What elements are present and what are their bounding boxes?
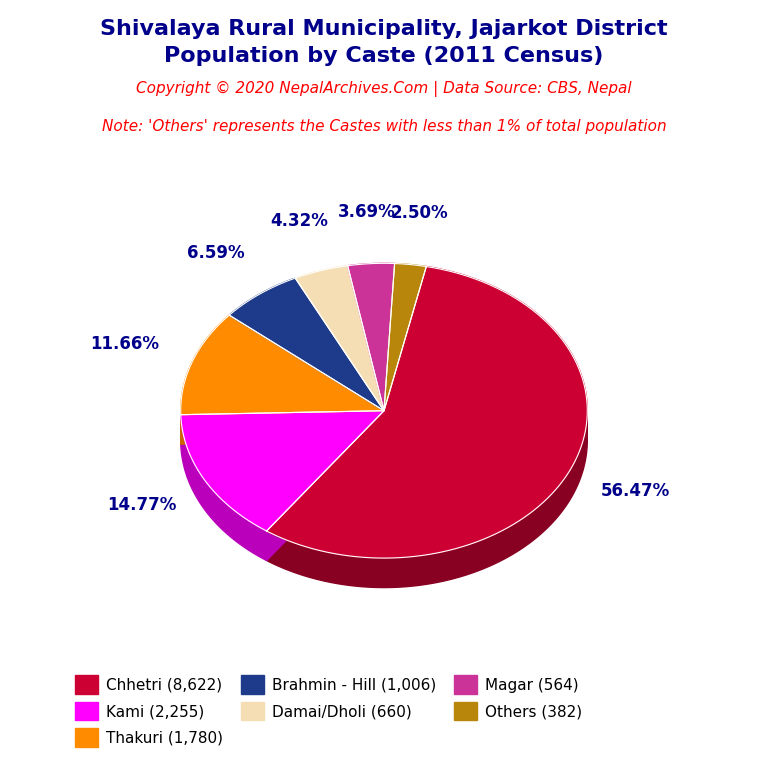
Polygon shape xyxy=(266,412,588,588)
Polygon shape xyxy=(296,266,384,411)
Text: 2.50%: 2.50% xyxy=(391,204,449,222)
Text: 4.32%: 4.32% xyxy=(270,212,328,230)
Legend: Chhetri (8,622), Kami (2,255), Thakuri (1,780), Brahmin - Hill (1,006), Damai/Dh: Chhetri (8,622), Kami (2,255), Thakuri (… xyxy=(69,669,588,753)
Text: Note: 'Others' represents the Castes with less than 1% of total population: Note: 'Others' represents the Castes wit… xyxy=(101,119,667,134)
Polygon shape xyxy=(229,278,384,411)
Text: 56.47%: 56.47% xyxy=(601,482,670,500)
Polygon shape xyxy=(180,415,266,561)
Polygon shape xyxy=(266,266,588,558)
Polygon shape xyxy=(266,411,384,561)
Polygon shape xyxy=(180,411,384,444)
Text: 6.59%: 6.59% xyxy=(187,244,245,262)
Text: 3.69%: 3.69% xyxy=(338,203,396,220)
Text: 14.77%: 14.77% xyxy=(108,496,177,514)
Text: 11.66%: 11.66% xyxy=(91,336,160,353)
Polygon shape xyxy=(384,263,426,411)
Polygon shape xyxy=(348,263,395,411)
Polygon shape xyxy=(384,411,588,442)
Polygon shape xyxy=(180,411,384,531)
Polygon shape xyxy=(180,411,384,440)
Polygon shape xyxy=(180,315,384,415)
Text: Copyright © 2020 NepalArchives.Com | Data Source: CBS, Nepal: Copyright © 2020 NepalArchives.Com | Dat… xyxy=(136,81,632,97)
Polygon shape xyxy=(266,411,384,561)
Text: Shivalaya Rural Municipality, Jajarkot District
Population by Caste (2011 Census: Shivalaya Rural Municipality, Jajarkot D… xyxy=(100,19,668,65)
Polygon shape xyxy=(180,411,384,444)
